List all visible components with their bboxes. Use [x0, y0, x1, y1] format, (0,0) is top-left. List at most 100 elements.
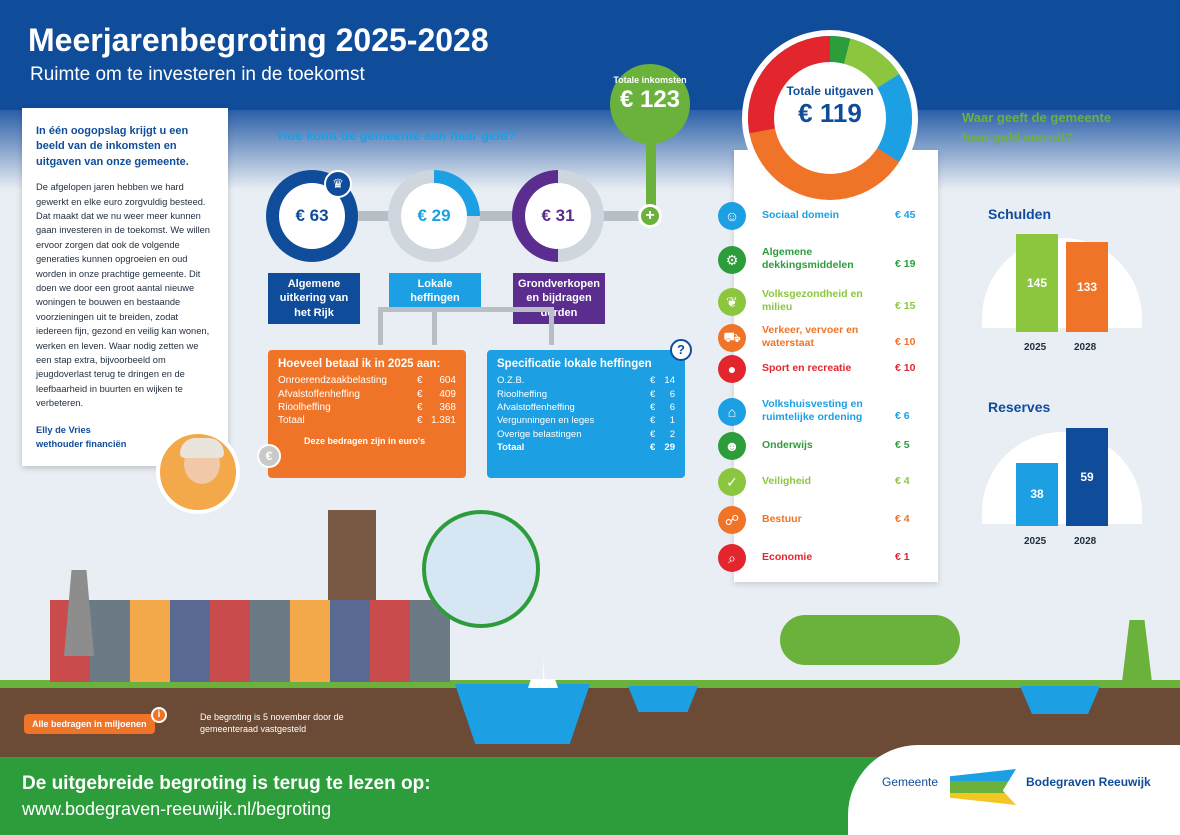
cell: Afvalstoffenheffing	[497, 401, 575, 413]
totale-inkomsten-label: Totale inkomsten	[613, 75, 687, 85]
cell: Onroerendzaakbelasting	[278, 375, 387, 387]
logo-pre: Gemeente	[882, 775, 939, 789]
schulden-title: Schulden	[988, 206, 1052, 222]
cell: 29	[664, 442, 675, 454]
help-icon[interactable]: ?	[670, 339, 692, 361]
table-row: Totaal €29	[497, 441, 675, 454]
spend-value: € 4	[895, 475, 910, 487]
cell: 1.381	[430, 415, 456, 427]
cell: €	[650, 428, 656, 440]
tree-connector-mid	[432, 307, 437, 345]
page-subtitle: Ruimte om te investeren in de toekomst	[30, 64, 365, 85]
rijk-emblem-icon: ♛	[324, 170, 352, 198]
spec-title: Specificatie lokale heffingen	[497, 358, 652, 370]
reserves-bar: 59	[1066, 428, 1108, 526]
landscape-ground	[0, 684, 1180, 757]
reserves-year: 2025	[1024, 536, 1047, 547]
table-row: Rioolheffing €368	[278, 401, 456, 414]
betaal-title: Hoeveel betaal ik in 2025 aan:	[278, 358, 441, 370]
connector-vertical	[646, 120, 656, 216]
houses-row	[50, 600, 450, 682]
windmill-left	[64, 570, 94, 656]
spend-value: € 5	[895, 439, 910, 451]
spend-value: € 1	[895, 551, 910, 563]
cell: 409	[439, 388, 456, 400]
connector-line	[320, 211, 650, 221]
logo-mark-icon	[950, 769, 1016, 805]
uitgaven-label: Totale uitgaven	[786, 84, 874, 98]
spend-label: Volkshuisvesting en ruimtelijke ordening	[762, 398, 863, 424]
reserves-dome	[982, 432, 1142, 524]
cell: €	[416, 388, 423, 400]
spend-icon-7: ✓	[718, 468, 746, 496]
logo-area: Gemeente Bodegraven Reeuwijk	[848, 745, 1180, 835]
uitgaven-donut: Totale uitgaven € 119	[748, 36, 912, 200]
plus-icon: +	[638, 204, 662, 228]
spend-value: € 10	[895, 362, 916, 374]
spend-icon-1: ⚙	[718, 246, 746, 274]
cell: €	[416, 415, 423, 427]
cell: 368	[439, 401, 456, 413]
table-row: Totaal €1.381	[278, 414, 456, 427]
income-label-rijk: Algemene uitkering van het Rijk	[268, 273, 360, 324]
intro-body: De afgelopen jaren hebben we hard gewerk…	[36, 182, 210, 409]
cell: 6	[669, 388, 675, 400]
cell: €	[650, 442, 656, 454]
spend-icon-5: ⌂	[718, 398, 746, 426]
spend-icon-4: ●	[718, 355, 746, 383]
logo-name: Bodegraven Reeuwijk	[1026, 775, 1151, 789]
canal-water-2	[628, 686, 698, 712]
table-row: O.Z.B. €14	[497, 374, 675, 387]
spend-label: Sociaal domein	[762, 209, 840, 221]
income-ring-heffingen: € 29	[388, 170, 480, 262]
footnote-badge: Alle bedragen in miljoenen	[24, 714, 155, 734]
spend-icon-2: ❦	[718, 288, 746, 316]
income-ring-grond: € 31	[512, 170, 604, 262]
spend-label: Volksgezondheid en milieu	[762, 288, 863, 314]
cell: €	[650, 375, 656, 387]
income-value-heffingen: € 29	[401, 183, 467, 249]
cell: Totaal	[278, 415, 305, 427]
spend-icon-3: ⛟	[718, 324, 746, 352]
intro-role: wethouder financiën	[36, 439, 127, 450]
euro-coin-icon: €	[257, 444, 281, 468]
intro-headline: In één oogopslag krijgt u een beeld van …	[36, 125, 189, 168]
table-row: Afvalstoffenheffing €6	[497, 401, 675, 414]
spend-question: Waar geeft de gemeente haar geld aan uit…	[962, 110, 1112, 145]
schulden-dome	[982, 238, 1142, 328]
intro-card: In één oogopslag krijgt u een beeld van …	[22, 108, 228, 466]
cell: 6	[669, 401, 675, 413]
income-value-grond: € 31	[525, 183, 591, 249]
betaal-note: Deze bedragen zijn in euro's	[304, 435, 426, 446]
table-row: Rioolheffing €6	[497, 387, 675, 400]
spec-box: Specificatie lokale heffingen O.Z.B. €14 …	[487, 350, 685, 478]
totale-inkomsten-bubble: Totale inkomsten € 123	[610, 64, 690, 144]
schulden-year: 2028	[1074, 342, 1097, 353]
windmill-right	[1122, 620, 1152, 682]
spec-table: O.Z.B. €14 Rioolheffing €6 Afvalstoffenhef…	[497, 374, 675, 454]
portrait-avatar	[156, 430, 240, 514]
spend-label: Economie	[762, 551, 813, 563]
table-row: Vergunningen en leges €1	[497, 414, 675, 427]
cell: Afvalstoffenheffing	[278, 388, 360, 400]
spend-value: € 15	[895, 300, 916, 312]
intro-name: Elly de Vries	[36, 424, 91, 435]
info-icon: i	[151, 707, 167, 723]
cell: €	[650, 401, 656, 413]
table-row: Overige belastingen €2	[497, 428, 675, 441]
cell: 604	[439, 375, 456, 387]
reserves-year: 2028	[1074, 536, 1097, 547]
footer-url[interactable]: www.bodegraven-reeuwijk.nl/begroting	[22, 799, 332, 819]
spend-value: € 19	[895, 258, 916, 270]
schulden-bar: 133	[1066, 242, 1108, 332]
cell: Rioolheffing	[497, 388, 548, 400]
canal-water-3	[1020, 686, 1100, 714]
spend-icon-6: ☻	[718, 432, 746, 460]
spend-panel	[734, 150, 938, 582]
footnote-text: De begroting is 5 november door de gemee…	[200, 712, 344, 734]
cell: Rioolheffing	[278, 401, 331, 413]
uitgaven-value: € 119	[798, 98, 862, 128]
betaal-box: Hoeveel betaal ik in 2025 aan: Onroerend…	[268, 350, 466, 478]
table-row: Afvalstoffenheffing €409	[278, 387, 456, 400]
schulden-bar: 145	[1016, 234, 1058, 332]
